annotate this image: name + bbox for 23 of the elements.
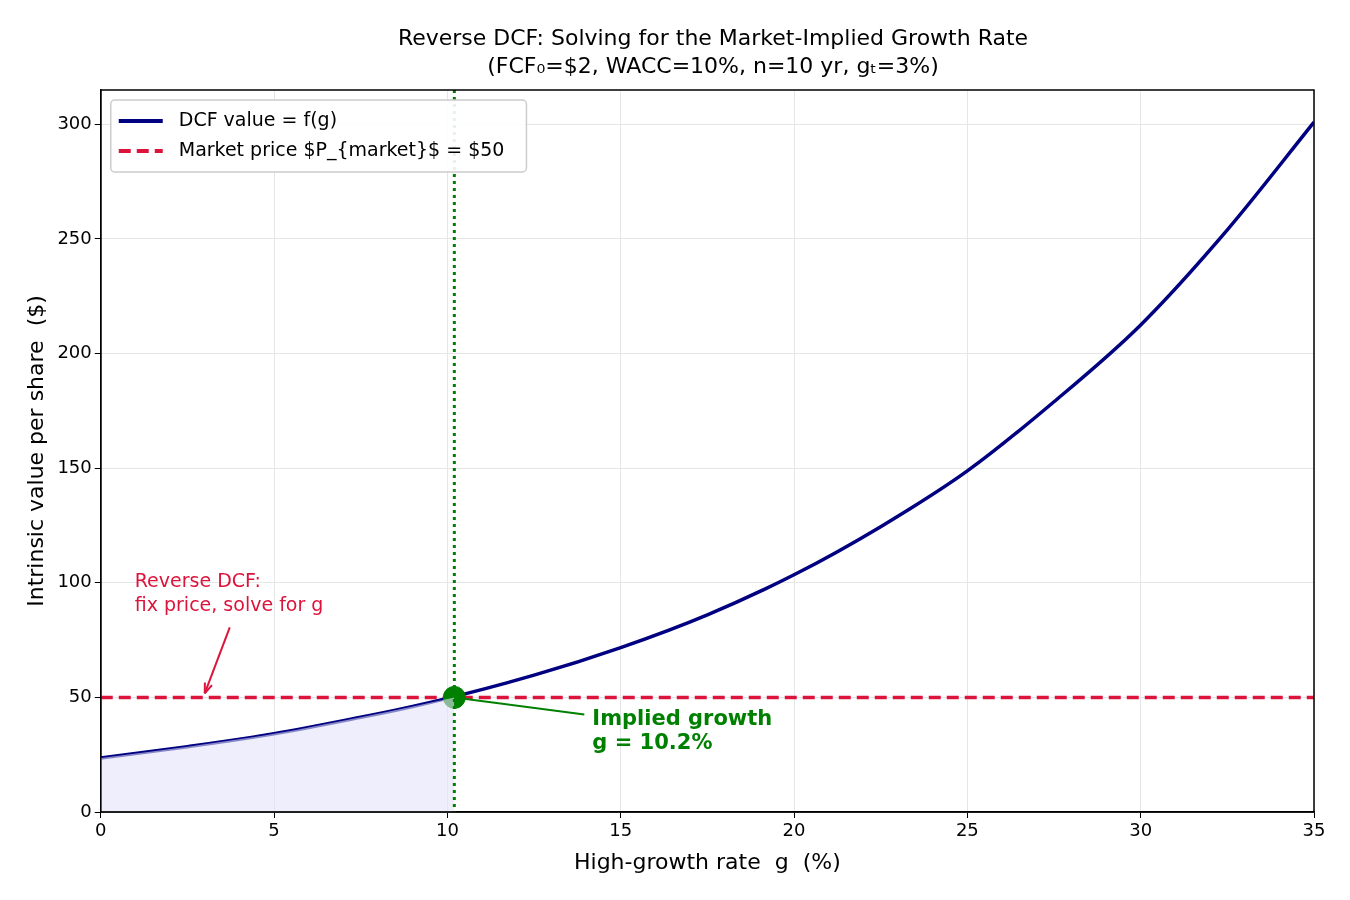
annotation: Reverse DCF: fix price, solve for g [134,569,324,616]
x-tick-label: 15 [609,819,633,841]
y-axis-title: Intrinsic value per share ($) [22,295,48,607]
x-tick-label: 20 [782,819,806,841]
chart-title: Reverse DCF: Solving for the Market-Implied Growth Rate [396,24,1030,52]
y-tick-label: 250 [57,226,92,248]
y-tick-label: 150 [57,455,92,477]
y-tick-label: 0 [80,799,92,821]
chart-subtitle: (FCF₀=$2, WACC=10%, n=10 yr, gₜ=3%) [486,52,940,80]
y-tick-label: 300 [57,112,92,134]
legend-label: DCF value = f(g) [178,107,338,130]
annotation: Implied growth g = 10.2% [592,705,773,754]
x-tick-label: 10 [435,819,459,841]
x-axis-title: High-growth rate g (%) [574,848,841,874]
x-tick-label: 30 [1129,819,1153,841]
y-tick-label: 50 [68,685,92,707]
y-tick-label: 100 [57,570,92,592]
x-tick-label: 35 [1302,819,1326,841]
x-tick-label: 25 [955,819,979,841]
x-tick-label: 5 [268,819,280,841]
legend-label: Market price $P_{market}$ = $50 [178,137,505,161]
y-tick-label: 200 [57,341,92,363]
x-tick-label: 0 [95,819,107,841]
